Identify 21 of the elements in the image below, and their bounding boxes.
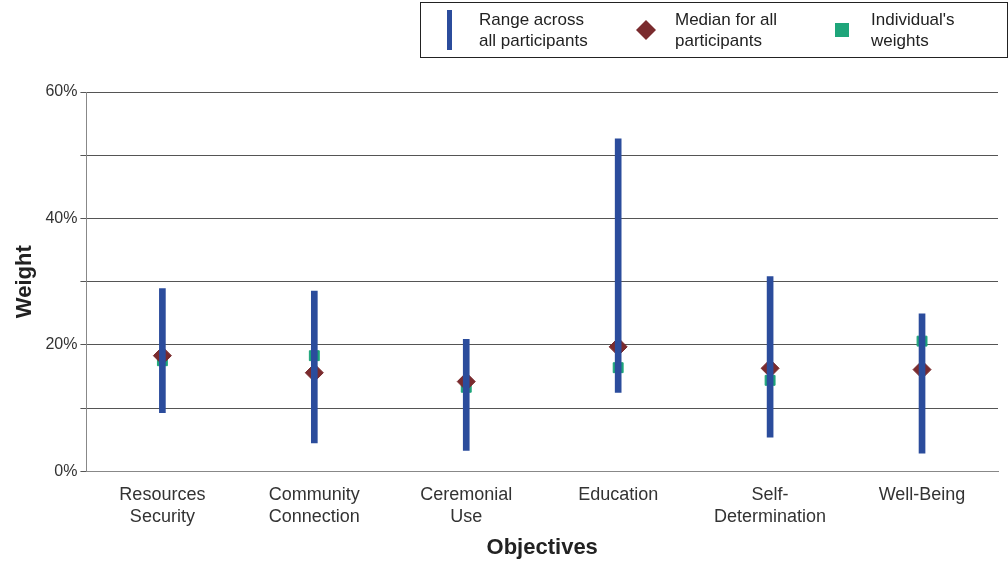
bar	[766, 276, 774, 438]
bar	[462, 338, 470, 451]
x-tick-label: Well-Being	[878, 484, 966, 505]
bar	[159, 288, 166, 413]
x-tick-label: Education	[578, 484, 659, 505]
x-tick-label: Self-Determination	[714, 484, 827, 526]
bar	[310, 290, 318, 444]
x-tick-label: Community Connection	[268, 484, 360, 526]
y-axis-title: Weight	[11, 244, 37, 319]
bar	[614, 138, 622, 393]
y-tick-label: 40%	[45, 208, 78, 226]
y-tick-label: 20%	[45, 335, 78, 353]
legend-label: Individual's weights	[871, 9, 956, 51]
y-tick-label: 60%	[45, 82, 78, 100]
x-tick-label: Resources Security	[119, 484, 206, 526]
legend-label: Median for all participants	[675, 9, 779, 51]
y-tick-label: 0%	[54, 461, 78, 479]
x-tick-label: Ceremonial Use	[420, 484, 513, 526]
legend-label: Range across all participants	[479, 9, 589, 51]
bar	[918, 313, 926, 454]
x-axis-title: Objectives	[486, 533, 598, 559]
